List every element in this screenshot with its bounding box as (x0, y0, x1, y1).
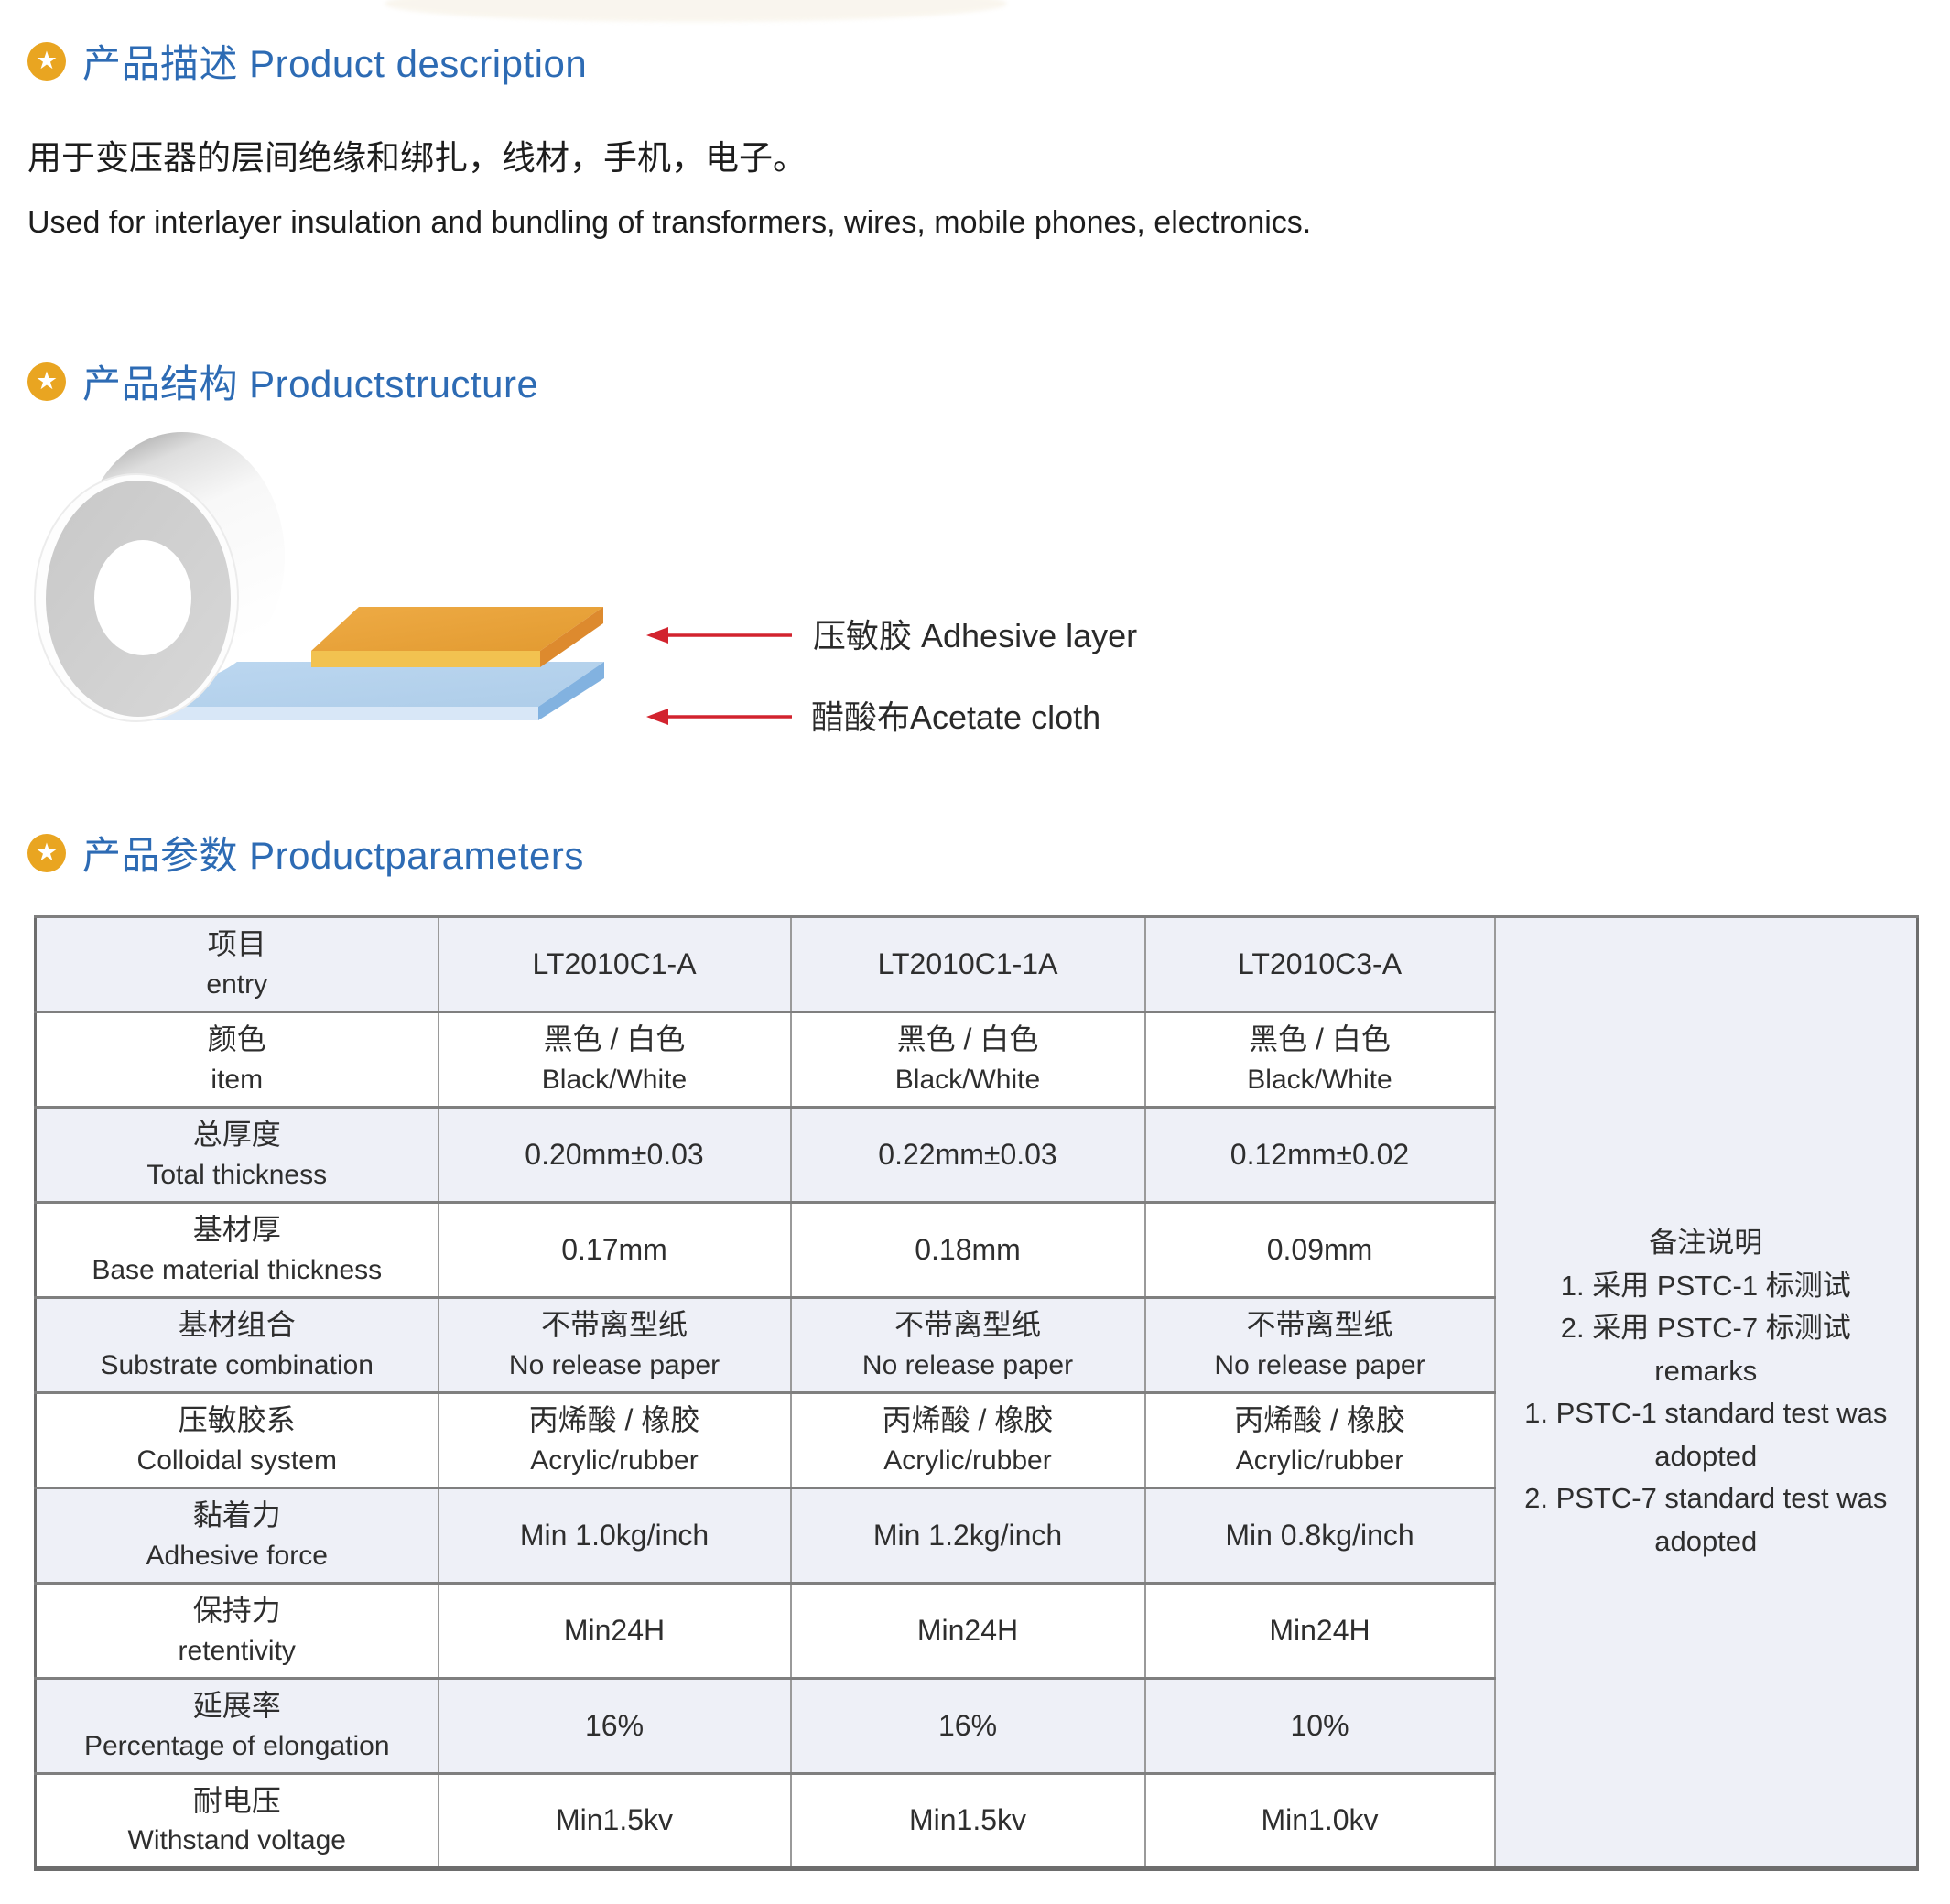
section-title: 产品描述 Product description (82, 42, 588, 85)
table-cell: Min1.5kv (437, 1772, 792, 1870)
table-row: 延展率 Percentage of elongation 16% 16% 10% (34, 1677, 1918, 1775)
table-row: 黏着力 Adhesive force Min 1.0kg/inch Min 1.2… (34, 1487, 1918, 1585)
adhesive-layer (311, 607, 603, 667)
table-cell: 不带离型纸 No release paper (437, 1296, 792, 1394)
row-label: 压敏胶系 Colloidal system (34, 1391, 439, 1489)
table-cell: 0.20mm±0.03 (437, 1106, 792, 1204)
product-structure-diagram: 压敏胶 Adhesive layer 醋酸布Acetate cloth (34, 432, 1137, 736)
table-cell: Min24H (1143, 1582, 1496, 1680)
star-icon: ★ (27, 833, 66, 872)
table-cell: LT2010C1-A (437, 915, 792, 1013)
row-label: 项目 entry (34, 915, 439, 1013)
table-cell: 0.09mm (1143, 1201, 1496, 1299)
row-label: 总厚度 Total thickness (34, 1106, 439, 1204)
tape-roll (34, 432, 285, 722)
row-label: 基材组合 Substrate combination (34, 1296, 439, 1394)
row-label: 保持力 retentivity (34, 1582, 439, 1680)
table-cell: 黑色 / 白色 Black/White (437, 1011, 792, 1109)
row-label: 基材厚 Base material thickness (34, 1201, 439, 1299)
table-cell: Min24H (437, 1582, 792, 1680)
adhesive-callout: 压敏胶 Adhesive layer (646, 617, 1137, 654)
table-cell: 0.22mm±0.03 (789, 1106, 1146, 1204)
table-row: 耐电压 Withstand voltage Min1.5kv Min1.5kv M… (34, 1772, 1918, 1870)
table-cell: 黑色 / 白色 Black/White (789, 1011, 1146, 1109)
table-row: 颜色 item 黑色 / 白色 Black/White 黑色 / 白色 Black/W… (34, 1011, 1918, 1109)
table-cell: Min 1.2kg/inch (789, 1487, 1146, 1585)
table-row: 基材厚 Base material thickness 0.17mm 0.18mm… (34, 1201, 1918, 1299)
table-row: 基材组合 Substrate combination 不带离型纸 No releas… (34, 1296, 1918, 1394)
row-label: 黏着力 Adhesive force (34, 1487, 439, 1585)
table-cell: 不带离型纸 No release paper (789, 1296, 1146, 1394)
table-cell: 16% (437, 1677, 792, 1775)
remarks-cell: 备注说明 1. 采用 PSTC-1 标测试 2. 采用 PSTC-7 标测试 r… (1493, 915, 1919, 1870)
description-text-en: Used for interlayer insulation and bundl… (27, 205, 1312, 240)
row-label: 延展率 Percentage of elongation (34, 1677, 439, 1775)
table-cell: LT2010C3-A (1143, 915, 1496, 1013)
star-icon: ★ (27, 41, 66, 81)
table-cell: 16% (789, 1677, 1146, 1775)
table-cell: Min 1.0kg/inch (437, 1487, 792, 1585)
parameters-table-container: 项目 entry LT2010C1-A LT2010C1-1A LT2010C3-… (34, 915, 1919, 1871)
table-row: 总厚度 Total thickness 0.20mm±0.03 0.22mm±0.… (34, 1106, 1918, 1204)
table-cell: LT2010C1-1A (789, 915, 1146, 1013)
table-row: 项目 entry LT2010C1-A LT2010C1-1A LT2010C3-… (34, 915, 1919, 1870)
table-cell: Min 0.8kg/inch (1143, 1487, 1496, 1585)
table-cell: 丙烯酸 / 橡胶 Acrylic/rubber (437, 1391, 792, 1489)
acetate-callout: 醋酸布Acetate cloth (646, 698, 1100, 736)
description-text-zh: 用于变压器的层间绝缘和绑扎，线材，手机，电子。 (27, 139, 807, 177)
table-cell: 10% (1143, 1677, 1496, 1775)
table-cell: 丙烯酸 / 橡胶 Acrylic/rubber (789, 1391, 1146, 1489)
table-cell: 黑色 / 白色 Black/White (1143, 1011, 1496, 1109)
section-parameters-heading: ★ 产品参数 Productparameters (27, 825, 584, 881)
table-cell: Min1.5kv (789, 1772, 1146, 1870)
section-description-heading: ★ 产品描述 Product description (27, 33, 587, 89)
table-cell: 丙烯酸 / 橡胶 Acrylic/rubber (1143, 1391, 1496, 1489)
table-row: 保持力 retentivity Min24H Min24H Min24H (34, 1582, 1918, 1680)
star-icon: ★ (27, 362, 66, 401)
cropped-photo-remnant (385, 0, 1007, 22)
table-cell: Min24H (789, 1582, 1146, 1680)
adhesive-layer-label: 压敏胶 Adhesive layer (813, 617, 1137, 654)
parameters-table: 项目 entry LT2010C1-A LT2010C1-1A LT2010C3-… (34, 915, 1919, 1871)
table-cell: 0.17mm (437, 1201, 792, 1299)
section-title: 产品结构 Productstructure (82, 362, 539, 406)
table-row: 压敏胶系 Colloidal system 丙烯酸 / 橡胶 Acrylic/rub… (34, 1391, 1918, 1489)
table-cell: 0.12mm±0.02 (1143, 1106, 1496, 1204)
row-label: 耐电压 Withstand voltage (34, 1772, 439, 1870)
table-cell: 0.18mm (789, 1201, 1146, 1299)
table-cell: Min1.0kv (1143, 1772, 1496, 1870)
arrow-left-icon (646, 627, 668, 644)
row-label: 颜色 item (34, 1011, 439, 1109)
table-cell: 不带离型纸 No release paper (1143, 1296, 1496, 1394)
section-title: 产品参数 Productparameters (82, 834, 584, 877)
arrow-left-icon (646, 709, 668, 725)
acetate-cloth-label: 醋酸布Acetate cloth (811, 698, 1100, 736)
acetate-cloth-layer (145, 662, 604, 720)
section-structure-heading: ★ 产品结构 Productstructure (27, 353, 538, 409)
